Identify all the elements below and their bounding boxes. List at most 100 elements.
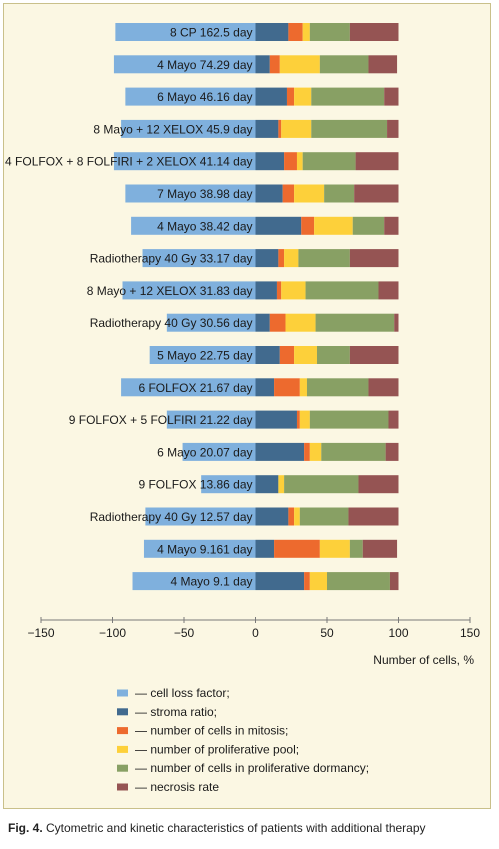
bar-segment-3 xyxy=(274,539,320,558)
x-tick-label: 0 xyxy=(252,626,259,640)
legend-swatch xyxy=(117,783,128,791)
bar-segment-2 xyxy=(255,216,302,235)
legend-swatch xyxy=(117,727,128,735)
category-label: 4 Mayo 74.29 day xyxy=(157,58,252,72)
category-label: 8 Mayo + 12 XELOX 31.83 day xyxy=(87,284,253,298)
bar-segment-1 xyxy=(145,507,256,526)
bar-segment-1 xyxy=(121,378,256,397)
caption-label: Fig. 4. xyxy=(8,821,43,835)
bar-segment-5 xyxy=(324,184,355,203)
bar-segment-2 xyxy=(255,346,280,364)
bar-segment-1 xyxy=(131,216,256,235)
bar-segment-6 xyxy=(354,184,399,203)
bar-segment-5 xyxy=(284,475,359,494)
bar-segment-2 xyxy=(255,475,279,494)
bar-segment-5 xyxy=(327,572,390,591)
bar-segment-4 xyxy=(294,87,312,106)
bar-segment-1 xyxy=(121,119,256,138)
x-tick-label: −150 xyxy=(27,626,54,640)
bars-group: 8 CP 162.5 day 4 Mayo 74.29 day 6 Mayo 46.… xyxy=(5,23,399,591)
bar-segment-3 xyxy=(278,249,285,268)
legend-label: — stroma ratio; xyxy=(135,705,217,719)
legend-swatch xyxy=(117,745,128,753)
bar-segment-1 xyxy=(113,152,256,171)
bar-segment-6 xyxy=(349,23,399,41)
legend-swatch xyxy=(117,689,128,697)
bar-segment-4 xyxy=(296,152,303,171)
bar-segment-1 xyxy=(125,87,256,106)
legend-label: — number of proliferative pool; xyxy=(135,742,299,756)
bar-segment-3 xyxy=(301,216,315,235)
bar-segment-6 xyxy=(378,281,399,300)
bar-segment-5 xyxy=(311,119,388,138)
category-label: 6 Mayo 20.07 day xyxy=(157,445,252,459)
bar-segment-3 xyxy=(276,281,282,300)
category-label: 7 Mayo 38.98 day xyxy=(157,187,252,201)
bar-segment-2 xyxy=(255,410,297,429)
bar-segment-5 xyxy=(302,152,356,171)
bar-segment-3 xyxy=(288,507,295,526)
bar-segment-4 xyxy=(281,281,306,300)
legend-swatch xyxy=(117,764,128,772)
bar-segment-4 xyxy=(285,313,316,332)
bar-segment-4 xyxy=(299,378,307,397)
bar-segment-4 xyxy=(279,55,320,74)
bar-segment-2 xyxy=(255,378,275,397)
bar-segment-4 xyxy=(302,23,310,41)
bar-segment-5 xyxy=(349,539,363,558)
x-tick-label: 100 xyxy=(388,626,408,640)
x-tick-label: 50 xyxy=(320,626,334,640)
bar-segment-1 xyxy=(132,572,256,591)
bar-segment-6 xyxy=(384,87,399,106)
legend-label: — cell loss factor; xyxy=(135,686,230,700)
bar-segment-2 xyxy=(255,313,270,332)
bar-segment-2 xyxy=(255,442,305,461)
bar-segment-5 xyxy=(306,378,369,397)
bar-segment-4 xyxy=(309,572,327,591)
bar-segment-1 xyxy=(201,475,256,494)
bar-segment-4 xyxy=(319,539,350,558)
stacked-bar-chart: 8 CP 162.5 day 4 Mayo 74.29 day 6 Mayo 46.… xyxy=(5,23,480,794)
bar-segment-5 xyxy=(352,216,385,235)
bar-segment-5 xyxy=(309,23,350,41)
bar-segment-6 xyxy=(349,249,399,268)
bar-segment-3 xyxy=(288,23,303,41)
bar-segment-1 xyxy=(166,410,256,429)
legend-label: — number of cells in proliferative dorma… xyxy=(135,761,369,775)
bar-segment-1 xyxy=(166,313,256,332)
bar-segment-6 xyxy=(385,442,399,461)
figure-caption: Fig. 4. Cytometric and kinetic character… xyxy=(8,821,426,835)
x-tick-label: −100 xyxy=(99,626,126,640)
bar-segment-4 xyxy=(314,216,353,235)
category-label: Radiotherapy 40 Gy 30.56 day xyxy=(90,316,253,330)
category-label: 4 Mayo 9.161 day xyxy=(157,542,252,556)
bar-segment-5 xyxy=(311,87,385,106)
bar-segment-6 xyxy=(384,216,399,235)
category-label: Radiotherapy 40 Gy 33.17 day xyxy=(90,252,253,266)
bar-segment-4 xyxy=(309,442,322,461)
bar-segment-1 xyxy=(149,346,256,364)
category-label: 8 CP 162.5 day xyxy=(170,26,253,40)
bar-segment-1 xyxy=(125,184,256,203)
bar-segment-5 xyxy=(321,442,386,461)
bar-segment-6 xyxy=(362,539,398,558)
bar-segment-3 xyxy=(284,152,297,171)
category-label: 6 Mayo 46.16 day xyxy=(157,90,252,104)
x-tick-label: 150 xyxy=(460,626,480,640)
bar-segment-6 xyxy=(355,152,399,171)
category-label: 4 FOLFOX + 8 FOLFIRI + 2 XELOX 41.14 day xyxy=(5,155,252,169)
bar-segment-2 xyxy=(255,23,289,41)
bar-segment-1 xyxy=(142,249,256,268)
bar-segment-2 xyxy=(255,119,279,138)
bar-segment-1 xyxy=(113,55,256,74)
bar-segment-4 xyxy=(294,507,300,526)
bar-segment-5 xyxy=(299,507,349,526)
bar-segment-3 xyxy=(304,572,310,591)
bar-segment-6 xyxy=(389,572,399,591)
x-axis-title: Number of cells, % xyxy=(373,653,474,667)
bar-segment-2 xyxy=(255,152,285,171)
x-tick-label: −50 xyxy=(174,626,195,640)
bar-segment-4 xyxy=(294,184,325,203)
bar-segment-2 xyxy=(255,249,279,268)
category-label: 5 Mayo 22.75 day xyxy=(157,349,252,363)
